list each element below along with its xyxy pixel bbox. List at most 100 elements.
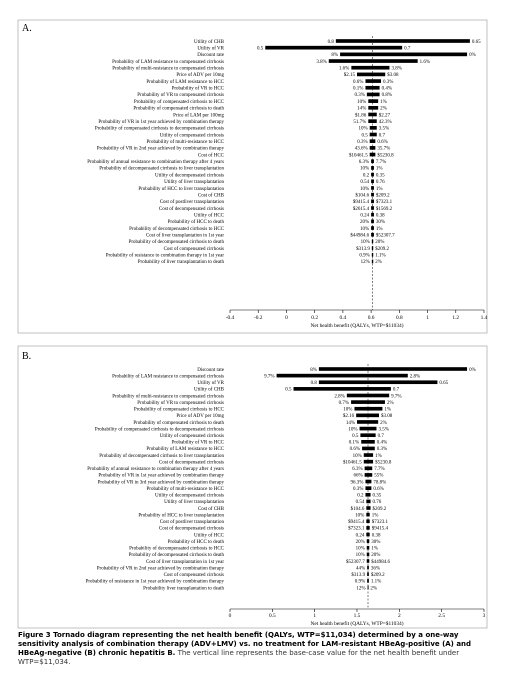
- panel-b-bar-low-label: 44%: [356, 566, 365, 571]
- panel-a-parameter-label: Probability of multi-resistance to HCC: [147, 140, 225, 145]
- panel-b-parameter-label: Utility of decompensated cirrhosis: [155, 494, 224, 499]
- panel-b-bar-high-label: 2%: [387, 401, 394, 406]
- panel-b-bar-high-label: 1%: [384, 408, 391, 413]
- panel-a-bar-high-label: 1%: [376, 187, 383, 192]
- panel-b-bar: [277, 374, 408, 378]
- panel-b-bar-low-label: 0.5: [352, 434, 359, 439]
- panel-a-parameter-label: Cost of CHB: [198, 193, 225, 198]
- panel-b-parameter-label: Probability of VR in 3rd year achieved b…: [98, 480, 225, 485]
- panel-b-bar-high-label: 2%: [380, 421, 387, 426]
- panel-b-parameter-label: Utility of CHB: [194, 388, 225, 393]
- panel-b-parameter-label: Probability of decompensated cirrhosis t…: [99, 454, 224, 459]
- panel-a-bar: [371, 199, 374, 203]
- panel-b-parameter-label: Utility of VR: [197, 381, 224, 386]
- panel-a-bar-high-label: 35.7%: [377, 147, 390, 152]
- panel-b-parameter-label: Probability of multi-resistance to HCC: [147, 487, 225, 492]
- panel-a-bar: [336, 39, 470, 43]
- panel-a-parameter-label: Utility of VR: [197, 46, 224, 51]
- panel-b-bar: [367, 539, 370, 543]
- panel-b-parameter-label: Cost of CHB: [198, 507, 225, 512]
- panel-a-x-tick-label: 0: [285, 315, 288, 321]
- panel-b-bar-low-label: $52307.7: [346, 560, 365, 565]
- panel-a-bar-high-label: 0.65: [472, 40, 481, 45]
- panel-a-bar: [371, 159, 374, 163]
- panel-a-bar-low-label: 10%: [360, 167, 369, 172]
- panel-a-parameter-label: Probability of decompensated cirrhosis t…: [129, 240, 225, 245]
- panel-a-bar: [368, 119, 376, 123]
- panel-a-bar: [365, 86, 379, 90]
- panel-a-parameter-label: Cost of compensated cirrhosis: [164, 247, 224, 252]
- panel-b-parameter-label: Cost of postliver transplantation: [160, 520, 225, 525]
- panel-b-x-axis-label: Net health benefit (QALYs, WTP=$11034): [310, 620, 403, 627]
- panel-a-bar-high-label: $2.27: [379, 113, 391, 118]
- panel-b-bar: [367, 579, 369, 583]
- panel-a-bar-high-label: 2%: [375, 260, 382, 265]
- panel-b-parameter-label: Probability of LAM resistance to compens…: [112, 374, 224, 379]
- panel-a-bar-low-label: 0.2: [363, 173, 370, 178]
- panel-b-bar-low-label: 10%: [348, 427, 357, 432]
- panel-a-bar: [371, 213, 374, 217]
- panel-a-bar-high-label: 0.7: [404, 46, 411, 51]
- panel-a-x-tick-label: 0.8: [396, 315, 403, 321]
- panel-a-parameter-label: Cost of liver transplantation in 1st yea…: [146, 234, 224, 239]
- panel-b-bar-low-label: $10461.5: [343, 460, 362, 465]
- panel-b-bar-high-label: 9.7%: [391, 394, 401, 399]
- panel-a-bar-high-label: 1%: [376, 227, 383, 232]
- panel-b-bar-low-label: 0.2: [357, 494, 364, 499]
- panel-b-parameter-label: Cost of decompensated cirrhosis: [159, 460, 224, 465]
- panel-b-bar: [366, 533, 369, 537]
- panel-b-parameter-label: Probability of HCC to liver transplantat…: [138, 513, 224, 518]
- panel-b-parameter-label: Utility of liver transplantation: [164, 500, 224, 505]
- panel-b-bar: [365, 473, 373, 477]
- panel-b-parameter-label: Probability of VR to HCC: [172, 441, 225, 446]
- panel-b-bar: [361, 440, 375, 444]
- panel-b-parameter-label: Probability of resistance in 1st year ac…: [86, 580, 225, 585]
- panel-a-bar: [368, 99, 378, 103]
- panel-a-parameter-label: Utility of CHB: [194, 40, 225, 45]
- panel-b-bar-low-label: 14%: [346, 421, 355, 426]
- panel-a-bar-low-label: 20%: [360, 220, 369, 225]
- panel-b-bar-high-label: 0%: [469, 368, 476, 373]
- panel-b-bar-low-label: 0.24: [356, 533, 365, 538]
- panel-b-bar-low-label: 10%: [353, 454, 362, 459]
- panel-b-bar-low-label: $104.6: [351, 507, 365, 512]
- panel-a-bar: [367, 93, 380, 97]
- panel-a-x-tick-label: -0.2: [254, 315, 263, 321]
- panel-b-bar: [366, 526, 369, 530]
- panel-a-bar-low-label: 0.5: [257, 46, 264, 51]
- panel-b-bar: [366, 506, 370, 510]
- panel-a-bar: [371, 179, 374, 183]
- panel-a-bar-high-label: $3.08: [387, 73, 399, 78]
- panel-a-bar: [357, 73, 385, 77]
- panel-a-bar-high-label: 2%: [380, 107, 387, 112]
- panel-a-x-tick-label: 1: [426, 315, 429, 321]
- panel-a-bar: [370, 146, 376, 150]
- panel-b-parameter-label: Probability of annual resistance to comb…: [87, 467, 224, 472]
- panel-b-bar-high-label: $9415.4: [372, 527, 389, 532]
- panel-b-x-tick-label: 1.5: [354, 613, 361, 619]
- panel-b-label: B.: [22, 351, 31, 362]
- panel-b-bar-high-label: 36%: [371, 566, 380, 571]
- panel-a-parameter-label: Probability of annual resistance to comb…: [87, 160, 224, 165]
- panel-a-bar-low-label: $104.6: [355, 193, 369, 198]
- panel-b-bar-high-label: $5230.8: [375, 460, 392, 465]
- panel-b-bar-low-label: 8%: [310, 368, 317, 373]
- panel-a-bar: [371, 193, 374, 197]
- panel-b-bar-low-label: 20%: [356, 540, 365, 545]
- panel-b-bar-low-label: 12%: [356, 586, 365, 591]
- panel-b-bar: [368, 586, 369, 590]
- panel-b-parameter-label: Probability of VR in 1st year achieved b…: [98, 474, 224, 479]
- panel-a-bar: [351, 66, 389, 70]
- panel-b-parameter-label: Probability of compensated cirrhosis to …: [133, 421, 224, 426]
- panel-b-bar: [351, 400, 385, 404]
- panel-a-bar-low-label: $2.15: [344, 73, 356, 78]
- panel-a-bar: [370, 133, 377, 137]
- panel-a-bar-low-label: 10%: [357, 100, 366, 105]
- panel-b-bar-high-label: 3.5%: [378, 427, 388, 432]
- panel-a-parameter-label: Utility of liver transplantation: [164, 180, 224, 185]
- panel-b-bar-high-label: 0.6%: [373, 487, 383, 492]
- panel-a-bar-low-label: 6.3%: [359, 160, 369, 165]
- panel-a-parameter-label: Probability of decompensated cirrhosis t…: [99, 167, 224, 172]
